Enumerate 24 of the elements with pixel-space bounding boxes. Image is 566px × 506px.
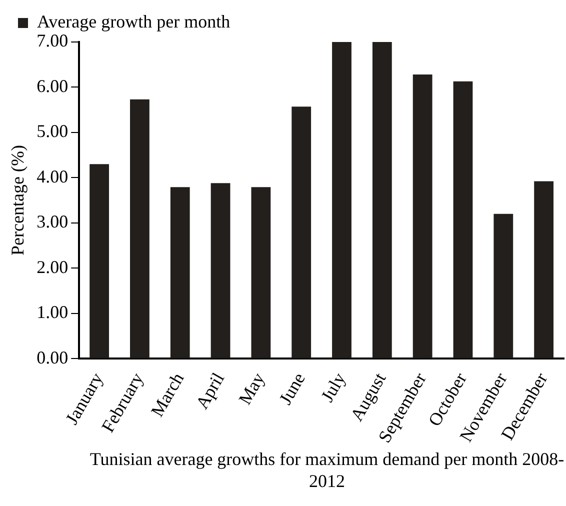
y-tick-label: 5.00: [36, 121, 68, 142]
bar: [412, 74, 432, 358]
bar: [210, 183, 230, 358]
bar: [90, 164, 109, 358]
bar: [494, 214, 514, 358]
bar: [534, 181, 554, 358]
x-axis-title: Tunisian average growths for maximum demand per month 2008-2012: [88, 448, 566, 492]
bar: [292, 106, 312, 358]
y-tick-label: 4.00: [36, 166, 68, 186]
bar: [332, 42, 352, 358]
y-tick-label: 2.00: [36, 256, 68, 277]
y-tick-label: 1.00: [36, 302, 68, 322]
y-axis-title: Percentage (%): [8, 145, 28, 256]
bar: [251, 187, 271, 358]
y-tick-label: 6.00: [36, 76, 68, 96]
bar: [170, 187, 190, 358]
x-tick-label: July: [316, 369, 350, 406]
bar: [453, 81, 473, 358]
bar: [130, 99, 150, 358]
y-tick-label: 3.00: [36, 212, 68, 232]
legend-label: Average growth per month: [37, 12, 230, 32]
y-tick-label: 7.00: [36, 30, 68, 51]
bar: [372, 42, 392, 358]
y-tick-label: 0.00: [36, 347, 68, 368]
